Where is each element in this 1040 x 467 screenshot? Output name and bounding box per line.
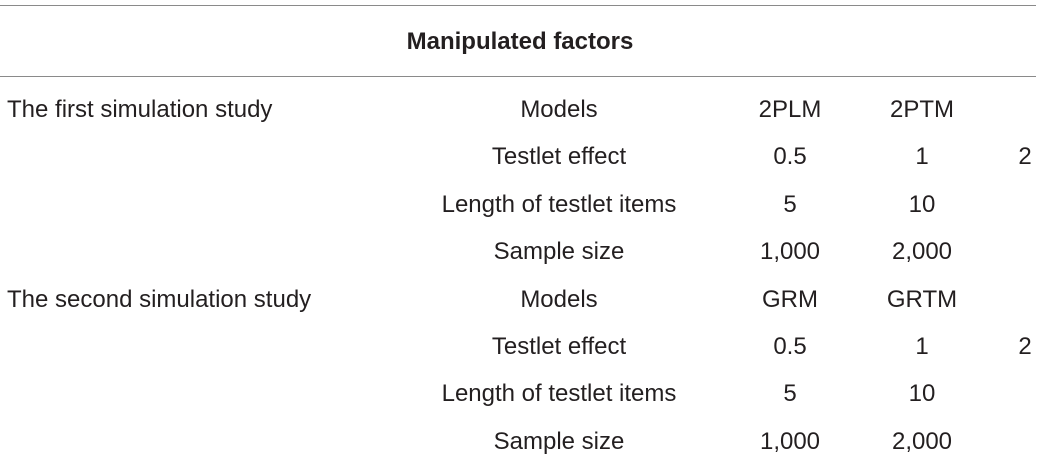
level-2-cell: 1 bbox=[915, 143, 929, 171]
top-rule bbox=[0, 5, 1036, 6]
table-row: Length of testlet items 5 10 bbox=[0, 372, 1040, 419]
table-row: The first simulation study Models 2PLM 2… bbox=[0, 88, 1040, 135]
level-2-cell: 10 bbox=[908, 380, 936, 408]
level-3-cell: 2 bbox=[1018, 332, 1032, 360]
level-1-cell: 2PLM bbox=[758, 96, 822, 123]
level-1-cell: 0.5 bbox=[773, 143, 807, 171]
factor-name-cell: Sample size bbox=[493, 238, 625, 266]
level-1-cell: 0.5 bbox=[773, 332, 807, 360]
table-row: Testlet effect 0.5 1 2 bbox=[0, 325, 1040, 372]
level-1-cell: 5 bbox=[783, 380, 797, 408]
level-1-cell: 1,000 bbox=[759, 427, 821, 455]
level-1-cell: 1,000 bbox=[759, 238, 821, 266]
level-3-cell: 2 bbox=[1018, 143, 1032, 171]
level-2-cell: 10 bbox=[908, 190, 936, 218]
level-2-cell: 2,000 bbox=[891, 238, 953, 266]
level-2-cell: GRTM bbox=[886, 285, 958, 313]
table-row: Testlet effect 0.5 1 2 bbox=[0, 135, 1040, 182]
level-1-cell: 5 bbox=[783, 190, 797, 218]
factor-name-cell: Testlet effect bbox=[491, 143, 627, 171]
factor-name-cell: Models bbox=[520, 96, 598, 123]
table-row: Sample size 1,000 2,000 bbox=[0, 230, 1040, 277]
factor-name-cell: Sample size bbox=[493, 427, 625, 455]
factor-name-cell: Length of testlet items bbox=[441, 190, 677, 218]
level-2-cell: 2PTM bbox=[889, 96, 954, 123]
table-row: The second simulation study Models GRM G… bbox=[0, 278, 1040, 325]
header-rule bbox=[0, 76, 1036, 77]
level-1-cell: GRM bbox=[762, 285, 818, 313]
factor-name-cell: Models bbox=[520, 285, 598, 313]
level-2-cell: 2,000 bbox=[891, 427, 953, 455]
table-header-title: Manipulated factors bbox=[406, 28, 634, 55]
study-name-cell: The first simulation study bbox=[7, 96, 273, 123]
factors-table: The first simulation study Models 2PLM 2… bbox=[0, 88, 1040, 467]
factor-name-cell: Length of testlet items bbox=[441, 380, 677, 408]
factor-name-cell: Testlet effect bbox=[491, 332, 627, 360]
level-2-cell: 1 bbox=[915, 332, 929, 360]
study-name-cell: The second simulation study bbox=[7, 285, 312, 313]
table-row: Length of testlet items 5 10 bbox=[0, 183, 1040, 230]
table-row: Sample size 1,000 2,000 bbox=[0, 420, 1040, 467]
